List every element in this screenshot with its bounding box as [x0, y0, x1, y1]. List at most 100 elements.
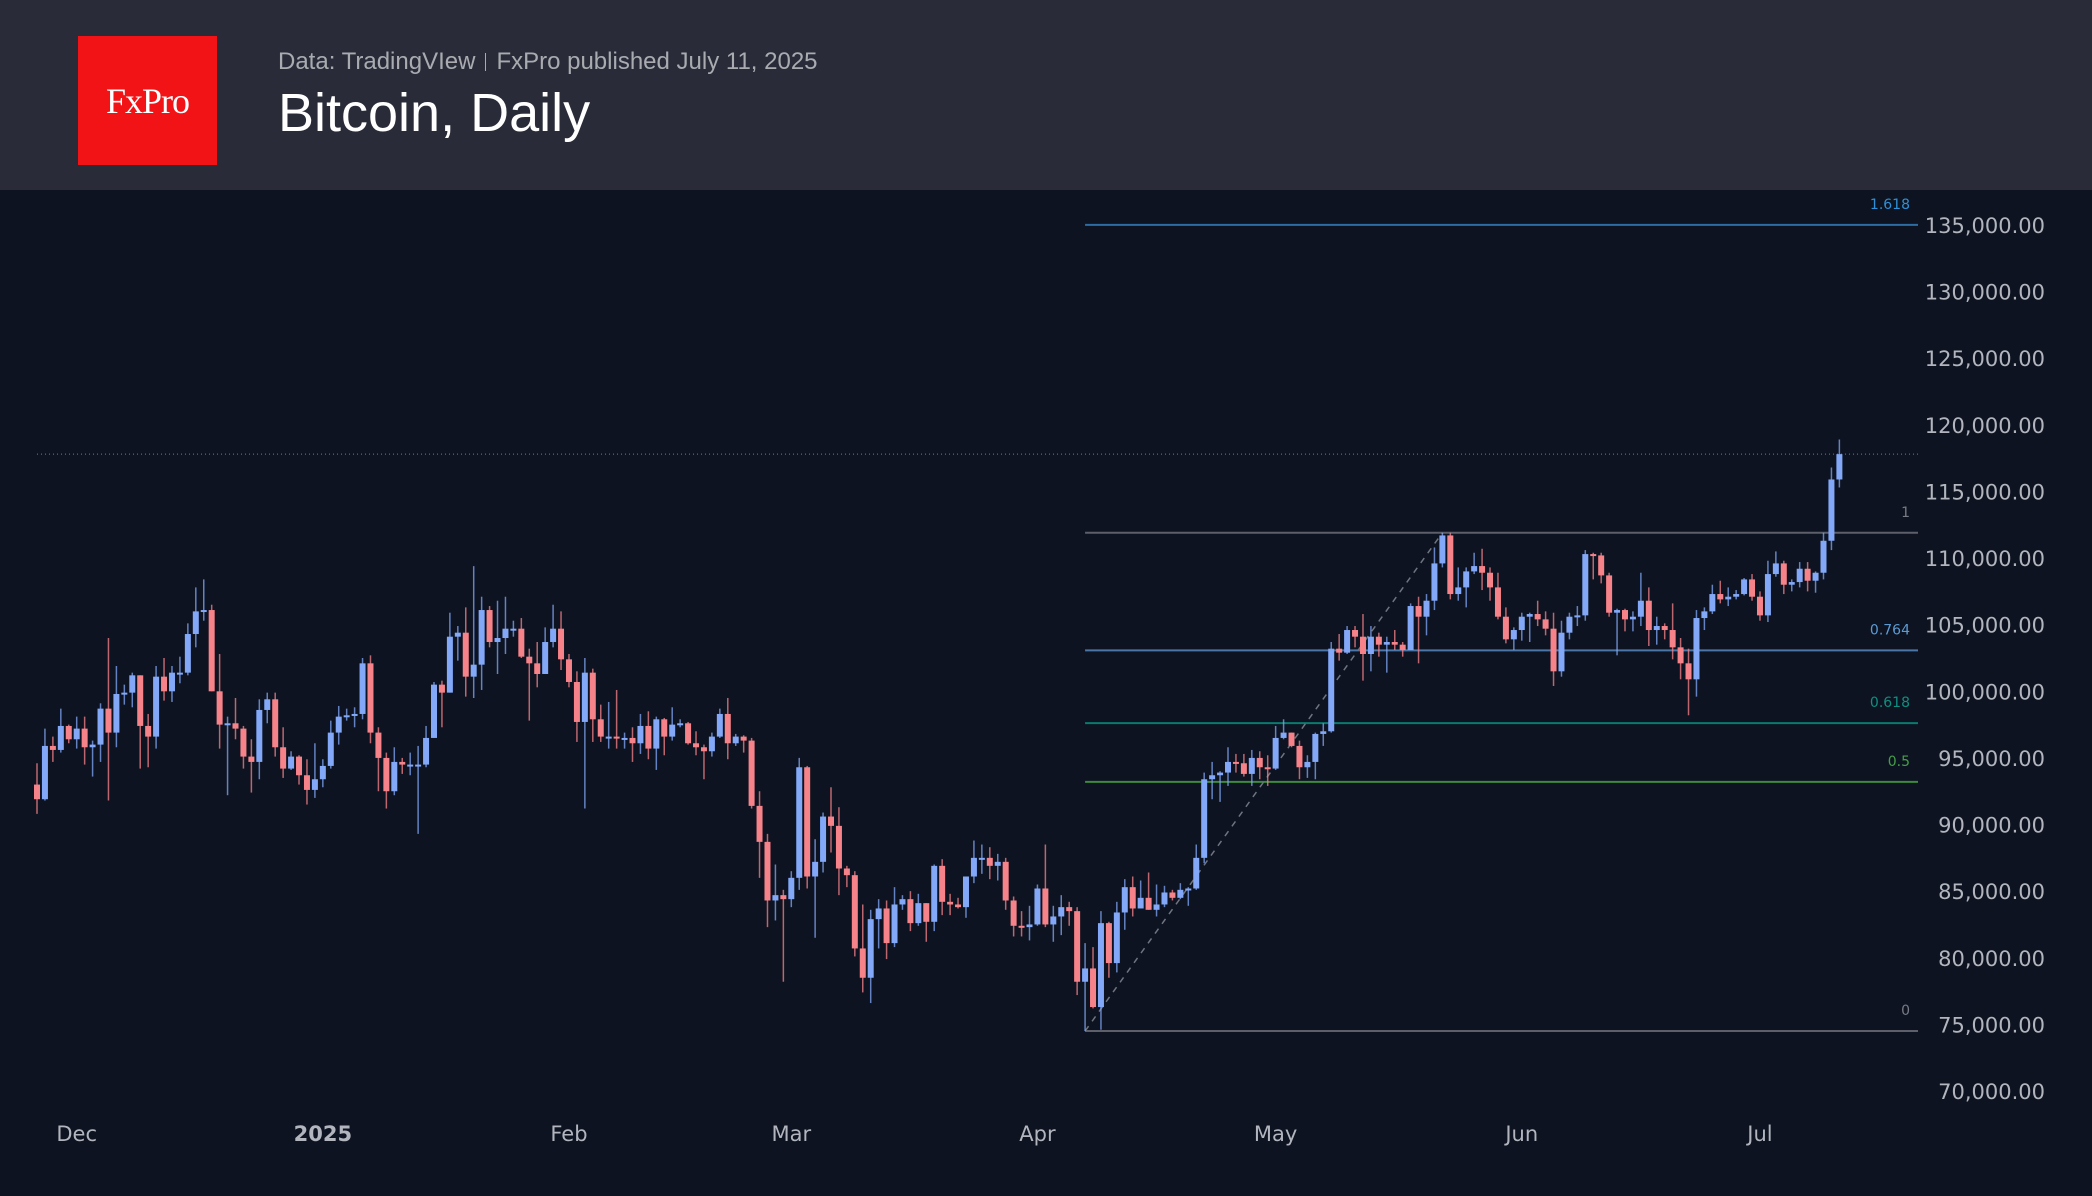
candle-body	[470, 664, 477, 677]
candle-body	[137, 675, 144, 726]
candle-up	[867, 909, 874, 1004]
candle-down	[1240, 753, 1247, 777]
candle-down	[1288, 732, 1295, 748]
candle-body	[1772, 563, 1779, 575]
candle-up	[1582, 550, 1589, 621]
candle-body	[581, 672, 588, 722]
candle-body	[319, 765, 326, 780]
y-tick-label: 130,000.00	[1925, 281, 2045, 305]
candle-down	[272, 692, 279, 757]
candle-down	[518, 618, 525, 658]
x-tick-label: Jul	[1745, 1122, 1772, 1146]
candle-body	[1685, 663, 1692, 680]
candle-body	[1225, 761, 1231, 773]
candle-down	[764, 833, 771, 928]
candle-down	[740, 735, 747, 753]
candle-body	[780, 895, 787, 900]
x-tick-label: Apr	[1019, 1122, 1056, 1146]
candle-up	[311, 743, 318, 798]
y-tick-label: 135,000.00	[1925, 214, 2045, 238]
candle-body	[41, 745, 48, 800]
candle-down	[1804, 562, 1811, 592]
candle-body	[700, 747, 707, 752]
candle-down	[1042, 844, 1049, 928]
candle-up	[1733, 590, 1740, 600]
candle-body	[550, 628, 557, 643]
candle-up	[1526, 612, 1533, 643]
candle-up	[89, 740, 96, 777]
candle-up	[1725, 587, 1732, 607]
candle-body	[1272, 737, 1279, 769]
candle-body	[1550, 628, 1557, 672]
candle-body	[1217, 772, 1224, 776]
candle-body	[1391, 642, 1398, 645]
candle-up	[510, 620, 517, 637]
x-tick-label: Dec	[56, 1122, 97, 1146]
candle-body	[1312, 733, 1319, 762]
candle-body	[113, 693, 120, 733]
candle-body	[1066, 907, 1073, 912]
candle-body	[1082, 968, 1089, 982]
candle-body	[65, 725, 72, 740]
candle-body	[438, 684, 445, 693]
candle-down	[828, 787, 834, 853]
candle-body	[1328, 648, 1335, 732]
candle-body	[415, 764, 422, 767]
candle-up	[359, 658, 366, 720]
candle-up	[772, 864, 779, 921]
candle-down	[780, 889, 787, 982]
candle-down	[1756, 591, 1763, 621]
candle-body	[1105, 923, 1112, 964]
candle-down	[843, 865, 850, 888]
candle-body	[1796, 568, 1803, 583]
y-tick-label: 120,000.00	[1925, 414, 2045, 438]
candle-body	[1502, 616, 1509, 640]
candle-down	[1590, 552, 1597, 580]
candle-body	[89, 744, 96, 748]
candle-down	[1487, 567, 1494, 601]
candle-down	[438, 680, 445, 728]
candle-body	[208, 610, 215, 692]
candle-down	[1479, 548, 1486, 591]
candle-body	[931, 865, 938, 922]
candle-up	[1407, 603, 1414, 651]
candle-body	[1121, 887, 1128, 913]
candle-down	[1780, 560, 1787, 595]
candle-up	[550, 604, 557, 648]
candle-body	[629, 737, 636, 744]
candle-up	[1455, 567, 1462, 601]
candle-body	[1423, 600, 1430, 617]
candle-down	[161, 658, 168, 701]
candle-body	[1296, 745, 1303, 768]
candle-body	[1606, 575, 1613, 613]
candle-up	[121, 684, 128, 705]
candle-up	[899, 895, 906, 910]
candle-body	[1177, 889, 1184, 898]
candle-up	[1225, 747, 1231, 786]
candle-body	[1018, 925, 1025, 928]
candle-down	[208, 604, 215, 692]
x-tick-label: Mar	[771, 1122, 811, 1146]
candle-down	[565, 654, 572, 688]
candle-body	[1431, 563, 1438, 601]
candle-up	[431, 681, 437, 738]
candle-body	[526, 656, 533, 664]
candle-body	[359, 663, 366, 714]
candle-down	[462, 607, 469, 697]
candle-down	[1542, 611, 1549, 636]
candle-body	[1129, 887, 1136, 909]
candle-up	[184, 623, 191, 676]
candle-up	[1518, 612, 1525, 641]
candle-down	[232, 697, 239, 740]
candle-up	[1217, 771, 1224, 802]
candle-down	[1264, 755, 1271, 786]
candle-body	[1264, 767, 1271, 770]
candle-body	[843, 868, 850, 876]
candle-body	[1614, 610, 1621, 613]
candle-up	[1471, 552, 1478, 575]
candle-body	[915, 903, 922, 924]
candle-up	[470, 566, 477, 698]
candle-body	[256, 709, 263, 762]
candle-body	[1058, 907, 1065, 917]
candle-body	[1756, 596, 1763, 616]
